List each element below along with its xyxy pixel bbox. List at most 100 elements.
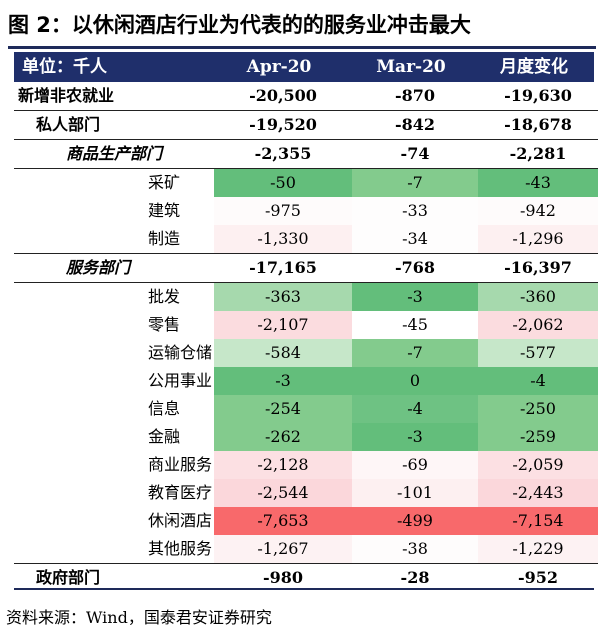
table-row: 新增非农就业 -20,500 -870 -19,630	[14, 82, 598, 111]
value-apr: -19,520	[214, 110, 352, 140]
column-header-change: 月度变化	[500, 57, 568, 77]
value-mar: -45	[352, 311, 478, 339]
value-mar: -28	[400, 568, 430, 587]
table-row: 教育医疗 -2,544 -101 -2,443	[14, 479, 598, 507]
employment-table: 新增非农就业 -20,500 -870 -19,630 私人部门 -19,520…	[14, 82, 598, 592]
row-label: 建筑	[148, 201, 181, 220]
value-mar: -3	[352, 423, 478, 451]
value-mar: -768	[352, 253, 478, 283]
table-row: 建筑 -975 -33 -942	[14, 197, 598, 225]
value-mar: -101	[352, 479, 478, 507]
value-change: -7,154	[478, 507, 598, 535]
value-mar: -7	[352, 339, 478, 367]
table-row: 商业服务 -2,128 -69 -2,059	[14, 451, 598, 479]
row-label: 零售	[148, 315, 181, 334]
table-row: 政府部门 -980 -28 -952	[14, 564, 598, 593]
column-header-apr: Apr-20	[246, 57, 312, 77]
row-label: 私人部门	[14, 110, 214, 140]
value-apr: -17,165	[214, 253, 352, 283]
row-label: 运输仓储	[148, 343, 213, 362]
value-change: -577	[478, 339, 598, 367]
value-change: -2,281	[478, 139, 598, 169]
row-label: 公用事业	[148, 371, 213, 390]
value-apr: -975	[214, 197, 352, 225]
table-row: 零售 -2,107 -45 -2,062	[14, 311, 598, 339]
table-row: 其他服务 -1,267 -38 -1,229	[14, 535, 598, 564]
value-apr: -1,267	[214, 535, 352, 564]
value-change: -43	[478, 168, 598, 197]
value-mar: -74	[352, 139, 478, 169]
value-change: -360	[478, 282, 598, 311]
value-apr: -50	[214, 168, 352, 197]
value-mar: -4	[352, 395, 478, 423]
row-label: 金融	[148, 427, 181, 446]
value-change: -1,296	[478, 225, 598, 254]
row-label: 制造	[14, 225, 214, 254]
value-apr: -2,128	[214, 451, 352, 479]
value-change: -952	[517, 568, 559, 587]
value-mar: -870	[352, 82, 478, 111]
value-change: -942	[478, 197, 598, 225]
row-label: 服务部门	[14, 253, 214, 283]
column-header-mar: Mar-20	[376, 57, 446, 77]
value-apr: -262	[214, 423, 352, 451]
value-mar: 0	[352, 367, 478, 395]
value-mar: -34	[352, 225, 478, 254]
value-apr: -363	[214, 282, 352, 311]
table-row: 采矿 -50 -7 -43	[14, 168, 598, 197]
value-apr: -1,330	[214, 225, 352, 254]
row-label: 新增非农就业	[14, 82, 214, 111]
value-apr: -254	[214, 395, 352, 423]
unit-label: 单位：千人	[22, 57, 107, 77]
value-apr: -2,544	[214, 479, 352, 507]
value-apr: -2,355	[214, 139, 352, 169]
row-label: 信息	[148, 399, 181, 418]
table-row: 制造 -1,330 -34 -1,296	[14, 225, 598, 254]
table-row: 信息 -254 -4 -250	[14, 395, 598, 423]
table-row: 运输仓储 -584 -7 -577	[14, 339, 598, 367]
row-label: 采矿	[148, 173, 181, 192]
value-change: -4	[478, 367, 598, 395]
row-label: 商业服务	[148, 455, 213, 474]
row-label: 其他服务	[14, 535, 214, 564]
table-row: 公用事业 -3 0 -4	[14, 367, 598, 395]
value-mar: -38	[352, 535, 478, 564]
value-change: -16,397	[478, 253, 598, 283]
table-row: 休闲酒店 -7,653 -499 -7,154	[14, 507, 598, 535]
value-apr: -20,500	[214, 82, 352, 111]
value-mar: -842	[352, 110, 478, 140]
value-mar: -33	[352, 197, 478, 225]
title-divider	[8, 46, 596, 49]
value-change: -2,059	[478, 451, 598, 479]
value-apr: -2,107	[214, 311, 352, 339]
row-label: 批发	[148, 287, 181, 306]
value-mar: -499	[352, 507, 478, 535]
value-apr: -3	[214, 367, 352, 395]
table-row: 服务部门 -17,165 -768 -16,397	[14, 253, 598, 283]
value-mar: -7	[352, 168, 478, 197]
value-change: -2,443	[478, 479, 598, 507]
row-label: 教育医疗	[148, 483, 213, 502]
table-bottom-divider	[14, 588, 594, 590]
source-note: 资料来源：Wind，国泰君安证券研究	[6, 608, 272, 627]
value-apr: -7,653	[214, 507, 352, 535]
row-label: 商品生产部门	[14, 139, 214, 169]
table-row: 商品生产部门 -2,355 -74 -2,281	[14, 139, 598, 169]
row-label: 政府部门	[36, 568, 101, 587]
table-row: 私人部门 -19,520 -842 -18,678	[14, 110, 598, 140]
value-change: -259	[478, 423, 598, 451]
value-change: -18,678	[478, 110, 598, 140]
value-change: -2,062	[478, 311, 598, 339]
row-label: 休闲酒店	[148, 511, 213, 530]
value-change: -250	[478, 395, 598, 423]
table-row: 金融 -262 -3 -259	[14, 423, 598, 451]
figure-title: 图 2：以休闲酒店行业为代表的的服务业冲击最大	[8, 13, 471, 37]
value-apr: -584	[214, 339, 352, 367]
value-apr: -980	[262, 568, 304, 587]
value-mar: -3	[352, 282, 478, 311]
table-row: 批发 -363 -3 -360	[14, 282, 598, 311]
value-change: -1,229	[478, 535, 598, 564]
value-mar: -69	[352, 451, 478, 479]
value-change: -19,630	[478, 82, 598, 111]
